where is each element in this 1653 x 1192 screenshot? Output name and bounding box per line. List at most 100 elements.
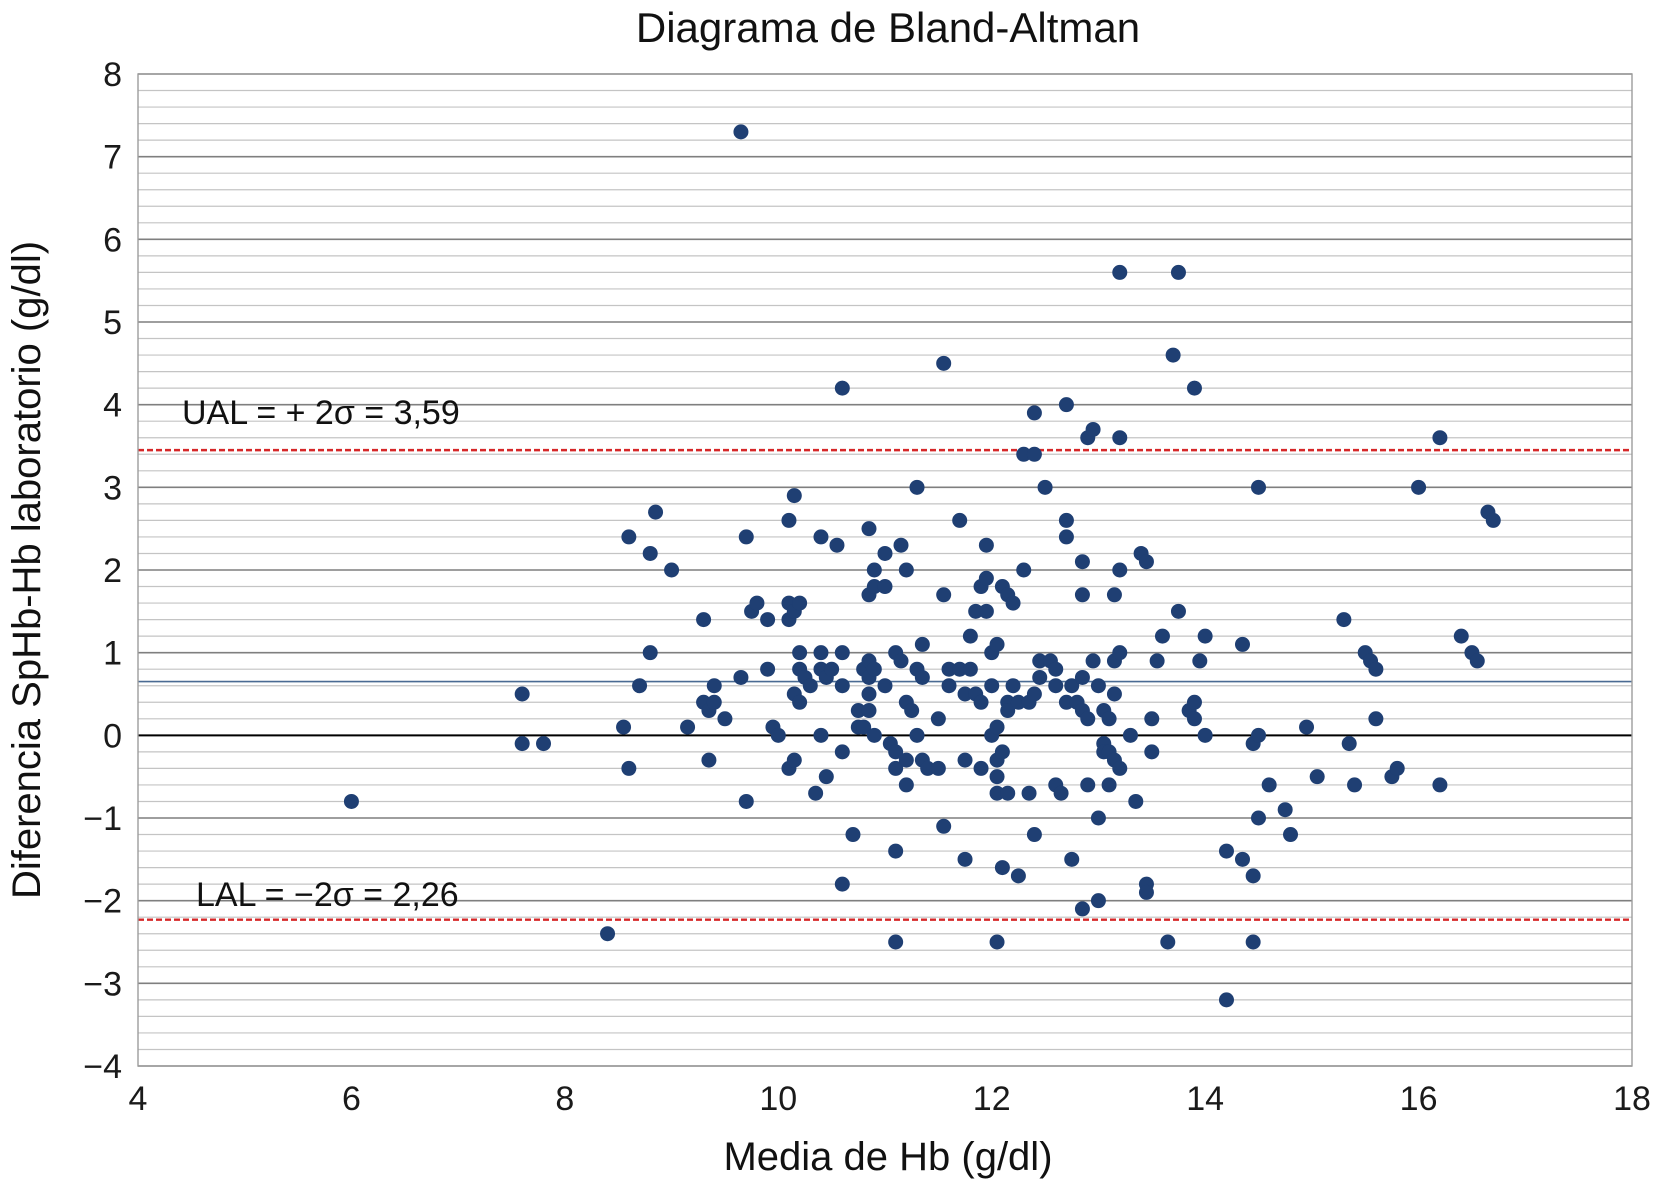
data-point [1010,694,1026,710]
data-point [1053,785,1069,801]
x-tick-label: 14 [1186,1080,1224,1118]
data-point [1309,769,1325,785]
data-point [1058,694,1074,710]
data-point [1160,934,1176,950]
data-point [1170,603,1186,619]
data-point [1074,901,1090,917]
data-point [616,719,632,735]
data-point [1085,421,1101,437]
data-point [1058,397,1074,413]
data-point [1000,703,1016,719]
data-point [1341,736,1357,752]
data-point [802,678,818,694]
data-point [904,703,920,719]
data-point [989,719,1005,735]
x-tick-label: 6 [342,1080,361,1118]
data-point [856,719,872,735]
data-point [845,827,861,843]
data-point [834,744,850,760]
y-tick-label: −2 [83,883,122,921]
y-tick-label: 3 [103,469,122,507]
data-point [1149,653,1165,669]
upper-limit-label: UAL = + 2σ = 3,59 [182,394,460,432]
data-point [738,793,754,809]
data-point [632,678,648,694]
data-point [1186,711,1202,727]
data-point [1090,810,1106,826]
data-point [1112,264,1128,280]
data-point [514,736,530,752]
y-tick-label: 5 [103,304,122,342]
y-tick-label: 8 [103,56,122,94]
data-point [968,603,984,619]
grid-lines [138,73,1632,1067]
data-point [1245,868,1261,884]
y-tick-labels: −4 −3 −2 −1 0 1 2 3 4 5 6 7 8 [83,56,122,1086]
data-point [749,595,765,611]
data-point [898,562,914,578]
data-point [877,678,893,694]
data-point [1251,479,1266,495]
y-tick-label: 1 [103,635,122,673]
y-tick-label: 0 [103,717,122,755]
data-point [989,636,1005,652]
data-point [973,694,989,710]
data-point [941,661,957,677]
data-point [914,669,930,685]
data-point [696,612,712,628]
y-tick-label: −1 [83,800,122,838]
data-point [866,727,882,743]
data-point [850,703,866,719]
data-point [1218,843,1234,859]
data-point [648,504,664,520]
data-point [1090,678,1106,694]
data-point [1000,785,1016,801]
data-point [1080,777,1096,793]
data-point [984,678,1000,694]
data-point [973,760,989,776]
data-point [1005,595,1021,611]
data-point [861,686,877,702]
data-point [893,537,909,553]
data-point [1101,777,1117,793]
data-point [813,645,829,661]
data-point [989,785,1005,801]
data-point [893,653,909,669]
data-point [818,769,834,785]
data-point [1192,653,1208,669]
data-point [792,694,808,710]
data-point [1058,529,1074,545]
x-tick-label: 4 [129,1080,148,1118]
data-point [936,355,952,371]
data-point [861,521,877,537]
data-point [1251,727,1266,743]
data-point [978,537,994,553]
data-point [786,752,802,768]
data-point [914,636,930,652]
data-point [994,860,1010,876]
data-point [1234,636,1250,652]
data-point [957,752,973,768]
data-point [1106,686,1122,702]
data-point [1064,851,1080,867]
data-point [1058,512,1074,528]
data-point [962,661,978,677]
data-point [1469,653,1485,669]
data-point [962,628,978,644]
data-point [888,843,904,859]
lower-limit-label: LAL = −2σ = 2,26 [196,876,459,914]
data-point [813,529,829,545]
data-point [909,727,925,743]
data-point [1085,653,1101,669]
data-point [1283,827,1299,843]
data-point [1016,446,1032,462]
data-point [642,645,658,661]
data-point [717,711,733,727]
data-point [1074,587,1090,603]
data-point [989,769,1005,785]
data-point [1005,678,1021,694]
data-point [898,752,914,768]
data-point [1026,405,1042,421]
